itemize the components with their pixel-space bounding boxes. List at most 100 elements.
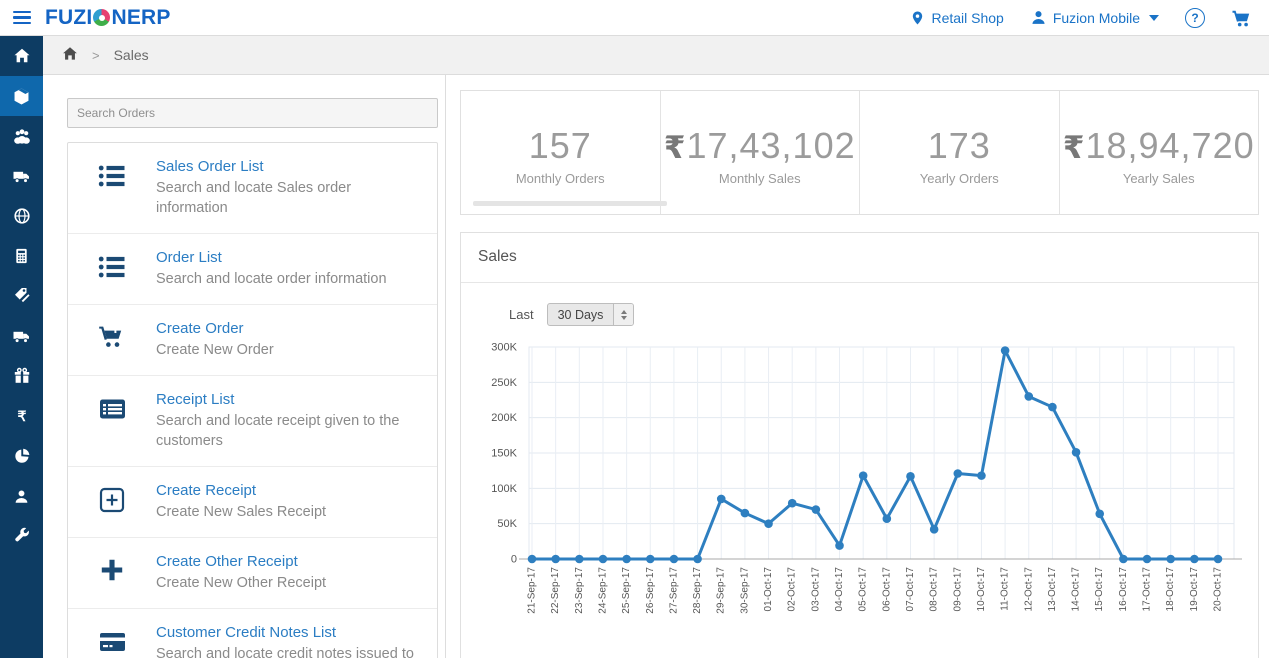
menu-item-desc: Create New Other Receipt — [156, 575, 327, 591]
svg-text:12-Oct-17: 12-Oct-17 — [1023, 567, 1034, 612]
svg-text:11-Oct-17: 11-Oct-17 — [1000, 567, 1011, 611]
svg-text:0: 0 — [511, 554, 517, 566]
breadcrumb: > Sales — [43, 36, 1269, 75]
svg-text:04-Oct-17: 04-Oct-17 — [834, 567, 845, 612]
cube-icon — [12, 87, 31, 106]
search-input[interactable] — [67, 98, 438, 128]
orders-menu-list: Sales Order List Search and locate Sales … — [67, 142, 438, 658]
user-menu[interactable]: Fuzion Mobile — [1030, 9, 1159, 26]
hamburger-menu-icon[interactable] — [0, 10, 43, 25]
sidebar-item-truck[interactable] — [0, 156, 43, 196]
svg-text:150K: 150K — [491, 448, 517, 460]
sidebar-item-calculator[interactable] — [0, 236, 43, 276]
help-button[interactable]: ? — [1185, 7, 1205, 28]
horizontal-scrollbar[interactable] — [473, 201, 667, 206]
menu-item-title-receipt-list[interactable]: Receipt List — [156, 391, 235, 408]
main-content: Sales Order List Search and locate Sales … — [43, 75, 1269, 658]
sales-chart-svg: 0 50K 100K 150K 200K 250K 300K 21-Sep-17 22-Sep-… — [491, 342, 1242, 614]
stat-value: ₹18,94,720 — [1062, 124, 1255, 166]
chart-controls: Last 30 Days — [509, 303, 635, 326]
cart-icon — [1231, 9, 1251, 27]
shop-label[interactable]: Retail Shop — [931, 9, 1004, 26]
menu-item-sales-order-list[interactable]: Sales Order List Search and locate Sales … — [68, 143, 437, 233]
plus-square-icon — [68, 482, 156, 514]
truck-icon — [12, 167, 31, 185]
svg-text:13-Oct-17: 13-Oct-17 — [1047, 567, 1058, 612]
svg-text:24-Sep-17: 24-Sep-17 — [597, 567, 608, 614]
chevron-down-icon — [1149, 14, 1159, 21]
menu-item-create-order[interactable]: Create Order Create New Order — [68, 304, 437, 375]
sidebar-item-truck-2[interactable] — [0, 316, 43, 356]
menu-item-title-create-order[interactable]: Create Order — [156, 320, 244, 337]
home-breadcrumb-icon[interactable] — [62, 46, 78, 64]
rupee-icon: ₹ — [13, 407, 31, 425]
sidebar-nav: ₹ — [0, 36, 43, 658]
svg-text:09-Oct-17: 09-Oct-17 — [952, 567, 963, 612]
app-logo: FUZI NERP — [45, 6, 171, 30]
svg-text:21-Sep-17: 21-Sep-17 — [527, 567, 538, 614]
sidebar-item-user[interactable] — [0, 476, 43, 516]
topbar-right: Retail Shop Fuzion Mobile ? — [910, 7, 1269, 28]
logo-text-prefix: FUZI — [45, 5, 93, 29]
sidebar-item-wrench[interactable] — [0, 516, 43, 556]
sidebar-item-cube[interactable] — [0, 76, 43, 116]
sidebar-item-tags[interactable] — [0, 276, 43, 316]
sidebar-item-rupee[interactable]: ₹ — [0, 396, 43, 436]
stat-monthly-orders: 157 Monthly Orders — [461, 91, 660, 214]
stats-panel: 157 Monthly Orders ₹17,43,102 Monthly Sa… — [460, 90, 1259, 215]
sidebar-item-users[interactable] — [0, 116, 43, 156]
menu-item-title-create-other-receipt[interactable]: Create Other Receipt — [156, 553, 298, 570]
currency-symbol: ₹ — [663, 129, 687, 166]
days-filter-select[interactable]: 30 Days — [546, 303, 635, 326]
menu-item-title-order-list[interactable]: Order List — [156, 249, 222, 266]
location-pin-icon — [910, 9, 925, 27]
logo-pinwheel-icon — [93, 9, 111, 26]
svg-text:14-Oct-17: 14-Oct-17 — [1071, 567, 1082, 612]
plus-icon — [68, 553, 156, 583]
user-label[interactable]: Fuzion Mobile — [1052, 9, 1140, 26]
menu-item-text: Order List Search and locate order inform… — [156, 249, 425, 289]
svg-text:15-Oct-17: 15-Oct-17 — [1094, 567, 1105, 612]
sidebar-item-gift[interactable] — [0, 356, 43, 396]
menu-item-text: Sales Order List Search and locate Sales … — [156, 158, 425, 218]
menu-item-receipt-list[interactable]: Receipt List Search and locate receipt gi… — [68, 375, 437, 466]
svg-text:300K: 300K — [491, 342, 517, 354]
svg-text:29-Sep-17: 29-Sep-17 — [716, 567, 727, 614]
menu-item-create-receipt[interactable]: Create Receipt Create New Sales Receipt — [68, 466, 437, 537]
svg-text:01-Oct-17: 01-Oct-17 — [763, 567, 774, 612]
shop-selector[interactable]: Retail Shop — [910, 9, 1004, 27]
help-icon[interactable]: ? — [1185, 7, 1205, 28]
stat-label: Yearly Orders — [919, 170, 999, 186]
cart-button[interactable] — [1231, 9, 1251, 27]
menu-item-desc: Search and locate credit notes issued to… — [156, 646, 414, 658]
menu-item-customer-credit-notes-list[interactable]: Customer Credit Notes List Search and loc… — [68, 608, 437, 658]
stat-monthly-sales: ₹17,43,102 Monthly Sales — [659, 91, 860, 214]
globe-icon — [13, 207, 31, 225]
menu-item-title-create-receipt[interactable]: Create Receipt — [156, 482, 257, 499]
svg-text:22-Sep-17: 22-Sep-17 — [550, 567, 561, 614]
sidebar-item-pie-chart[interactable] — [0, 436, 43, 476]
svg-text:200K: 200K — [491, 412, 517, 424]
menu-item-desc: Search and locate Sales order informatio… — [156, 180, 352, 216]
pie-chart-icon — [13, 447, 31, 465]
menu-item-text: Create Receipt Create New Sales Receipt — [156, 482, 425, 522]
menu-item-title-sales-order-list[interactable]: Sales Order List — [156, 158, 264, 175]
stat-label: Monthly Sales — [718, 170, 801, 186]
menu-item-desc: Create New Order — [156, 342, 274, 358]
sidebar-item-home[interactable] — [0, 36, 43, 76]
svg-text:10-Oct-17: 10-Oct-17 — [976, 567, 987, 612]
orders-menu-panel: Sales Order List Search and locate Sales … — [43, 75, 446, 658]
credit-card-icon — [68, 624, 156, 656]
users-icon — [12, 127, 32, 145]
sidebar-item-globe[interactable] — [0, 196, 43, 236]
menu-item-title-customer-credit-notes-list[interactable]: Customer Credit Notes List — [156, 624, 337, 641]
stat-value: ₹17,43,102 — [663, 124, 856, 166]
svg-text:23-Sep-17: 23-Sep-17 — [574, 567, 585, 614]
svg-text:100K: 100K — [491, 483, 517, 495]
cart-plus-icon — [68, 320, 156, 352]
svg-text:05-Oct-17: 05-Oct-17 — [858, 567, 869, 612]
gift-icon — [13, 367, 31, 385]
menu-item-order-list[interactable]: Order List Search and locate order inform… — [68, 233, 437, 304]
svg-text:19-Oct-17: 19-Oct-17 — [1189, 567, 1200, 612]
menu-item-create-other-receipt[interactable]: Create Other Receipt Create New Other Rec… — [68, 537, 437, 608]
